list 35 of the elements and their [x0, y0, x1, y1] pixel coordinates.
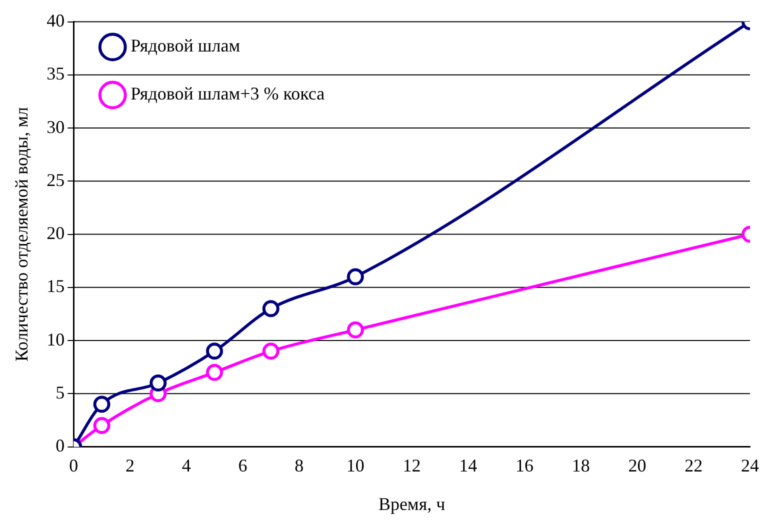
y-tick-label: 35 — [46, 64, 65, 84]
x-tick-label: 14 — [459, 455, 478, 476]
x-tick-label: 18 — [572, 455, 590, 476]
y-axis-title: Количество отделяемой воды, мл — [12, 107, 32, 362]
y-tick-label: 25 — [46, 170, 65, 190]
x-tick-label: 6 — [238, 455, 248, 476]
y-tick-label: 0 — [56, 436, 65, 456]
x-tick-label: 2 — [125, 455, 134, 476]
x-tick-label: 24 — [741, 455, 759, 476]
x-tick-label: 20 — [628, 455, 646, 476]
y-tick-label: 10 — [46, 329, 65, 350]
x-axis-title: Время, ч — [378, 494, 446, 514]
x-tick-label: 8 — [294, 455, 304, 476]
x-tick-label: 4 — [182, 455, 191, 476]
y-tick-label: 30 — [46, 116, 65, 137]
point — [262, 300, 280, 318]
point — [150, 374, 167, 392]
x-tick-label: 12 — [402, 455, 421, 476]
point — [346, 268, 364, 286]
x-tick-label: 16 — [516, 455, 534, 476]
point — [206, 364, 224, 381]
point — [93, 417, 110, 434]
y-tick-label: 20 — [46, 223, 65, 244]
point — [346, 321, 364, 338]
legend-label: Рядовой шлам+3 % кокса — [130, 84, 325, 104]
point — [206, 342, 224, 360]
y-tick-label: 5 — [56, 382, 65, 402]
x-tick-label: 22 — [684, 455, 703, 476]
y-tick-label: 40 — [46, 10, 65, 31]
point — [262, 342, 280, 360]
point — [93, 396, 110, 413]
x-tick-label: 10 — [346, 455, 364, 476]
y-tick-label: 15 — [46, 276, 65, 296]
legend-label: Рядовой шлам — [130, 36, 240, 56]
x-tick-label: 0 — [69, 455, 78, 476]
